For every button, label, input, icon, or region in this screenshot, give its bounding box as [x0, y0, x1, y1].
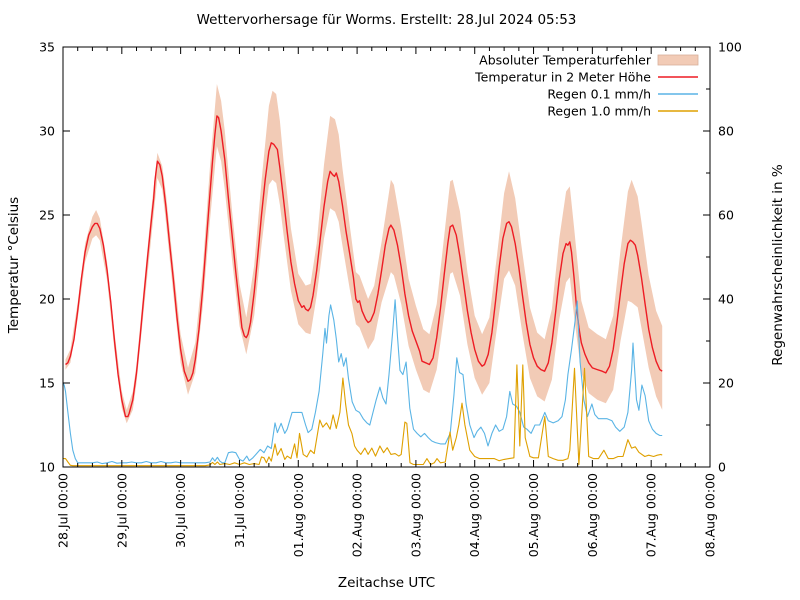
legend-label: Regen 1.0 mm/h [547, 104, 651, 119]
legend-band-swatch [657, 54, 699, 66]
y-right-tick-label: 0 [718, 460, 726, 475]
y-left-tick-label: 15 [39, 376, 55, 391]
x-axis-label: Zeitachse UTC [337, 575, 436, 591]
x-tick-label: 30.Jul 00:00 [173, 473, 188, 548]
y-right-tick-label: 60 [718, 208, 734, 223]
y-axis-right-label: Regenwahrscheinlichkeit in % [770, 164, 786, 366]
x-tick-label: 01.Aug 00:00 [291, 473, 306, 557]
x-tick-label: 03.Aug 00:00 [408, 473, 423, 557]
temperature-error-band [65, 84, 663, 424]
y-left-tick-label: 20 [39, 292, 55, 307]
legend-label: Temperatur in 2 Meter Höhe [474, 70, 651, 85]
y-right-tick-label: 100 [718, 40, 742, 55]
legend-label: Regen 0.1 mm/h [547, 87, 651, 102]
y-left-tick-label: 35 [39, 40, 55, 55]
y-right-tick-label: 40 [718, 292, 734, 307]
x-tick-label: 05.Aug 00:00 [526, 473, 541, 557]
rain-01mm-line [62, 299, 663, 465]
y-axis-left-label: Temperatur °Celsius [6, 196, 22, 334]
temperature-2m-line [65, 115, 663, 418]
y-left-tick-label: 25 [39, 208, 55, 223]
chart-title: Wettervorhersage für Worms. Erstellt: 28… [196, 12, 577, 28]
rain-10mm-line [63, 364, 663, 467]
y-left-tick-label: 10 [39, 460, 55, 475]
x-tick-label: 07.Aug 00:00 [644, 473, 659, 557]
x-tick-label: 02.Aug 00:00 [350, 473, 365, 557]
x-tick-label: 31.Jul 00:00 [232, 473, 247, 548]
x-tick-label: 28.Jul 00:00 [56, 473, 71, 548]
y-right-tick-label: 20 [718, 376, 734, 391]
legend-label: Absoluter Temperaturfehler [479, 53, 652, 68]
y-right-tick-label: 80 [718, 124, 734, 139]
y-left-tick-label: 30 [39, 124, 55, 139]
x-tick-label: 08.Aug 00:00 [703, 473, 718, 557]
x-tick-label: 04.Aug 00:00 [467, 473, 482, 557]
x-tick-label: 29.Jul 00:00 [114, 473, 129, 548]
x-tick-label: 06.Aug 00:00 [585, 473, 600, 557]
